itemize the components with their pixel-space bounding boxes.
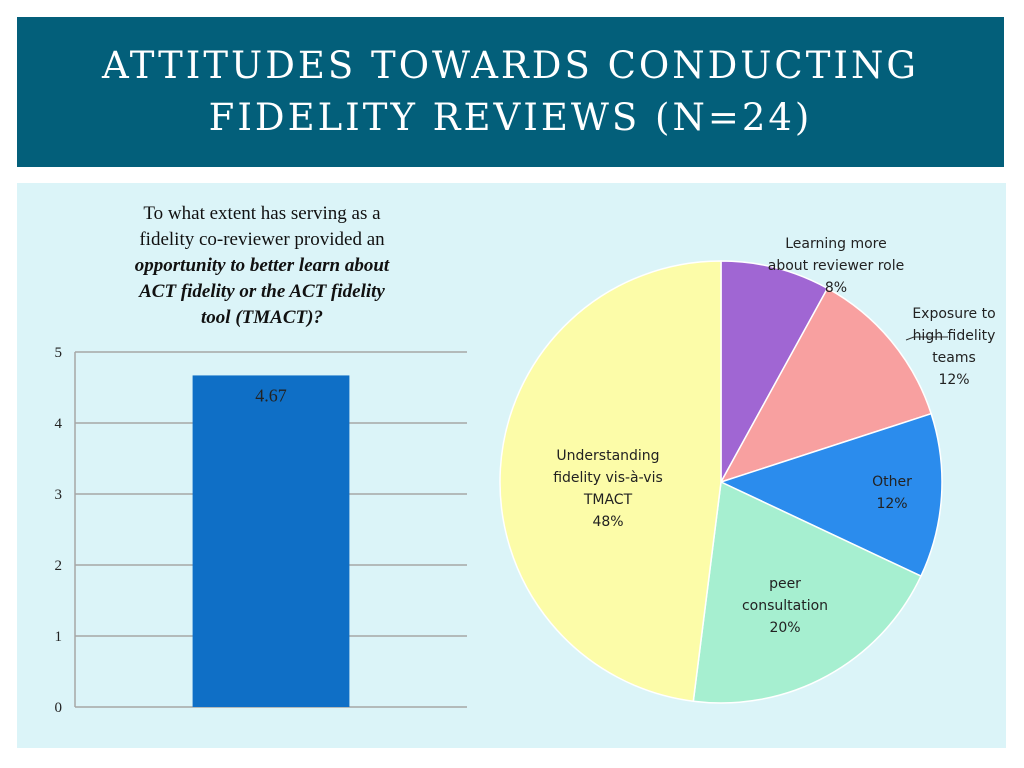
y-tick-label-4: 4 — [55, 416, 63, 432]
pie-slice-4 — [499, 260, 722, 703]
pie-label-3-line-1: consultation — [742, 598, 828, 614]
pie-label-1-line-0: Exposure to — [912, 306, 995, 322]
slide-title: ATTITUDES TOWARDS CONDUCTING FIDELITY RE… — [17, 17, 1004, 167]
pie-slice-3 — [692, 480, 922, 704]
pie-label-3-line-2: 20% — [769, 620, 800, 636]
pie-slice-1 — [719, 287, 933, 484]
question-line-1: To what extent has serving as a — [143, 203, 381, 224]
pie-label-4-line-0: Understanding — [556, 448, 659, 464]
pie-label-2-line-1: 12% — [876, 496, 907, 512]
pie-slice-0 — [720, 260, 829, 483]
y-tick-label-3: 3 — [55, 487, 63, 503]
slide-title-line-1: ATTITUDES TOWARDS CONDUCTING — [102, 44, 919, 87]
pie-slice-2 — [718, 412, 943, 578]
pie-leader-line-1 — [905, 336, 948, 341]
y-tick-label-2: 2 — [55, 558, 63, 574]
survey-question: To what extent has serving as a fidelity… — [77, 201, 447, 331]
bar-0 — [192, 375, 350, 707]
pie-label-0-line-1: about reviewer role — [768, 258, 904, 274]
pie-label-4-line-2: TMACT — [583, 492, 633, 508]
y-tick-label-5: 5 — [55, 345, 63, 361]
y-tick-label-0: 0 — [55, 700, 63, 716]
pie-label-1-line-1: high fidelity — [913, 328, 996, 344]
question-line-2: fidelity co-reviewer provided an — [139, 229, 385, 250]
slide-title-line-2: FIDELITY REVIEWS (N=24) — [208, 96, 813, 139]
pie-label-0-line-2: 8% — [825, 280, 847, 296]
question-line-3: opportunity to better learn about — [134, 255, 390, 276]
question-line-5: tool (TMACT)? — [201, 307, 323, 328]
y-tick-label-1: 1 — [55, 629, 63, 645]
pie-label-0-line-0: Learning more — [785, 236, 887, 252]
bar-data-label-0: 4.67 — [255, 385, 287, 405]
pie-label-3-line-0: peer — [769, 576, 801, 592]
pie-label-4-line-3: 48% — [592, 514, 623, 530]
pie-label-1-line-3: 12% — [938, 372, 969, 388]
question-line-4: ACT fidelity or the ACT fidelity — [139, 281, 385, 302]
pie-label-1-line-2: teams — [932, 350, 976, 366]
pie-label-2-line-0: Other — [872, 474, 912, 490]
pie-label-4-line-1: fidelity vis-à-vis — [553, 470, 663, 486]
